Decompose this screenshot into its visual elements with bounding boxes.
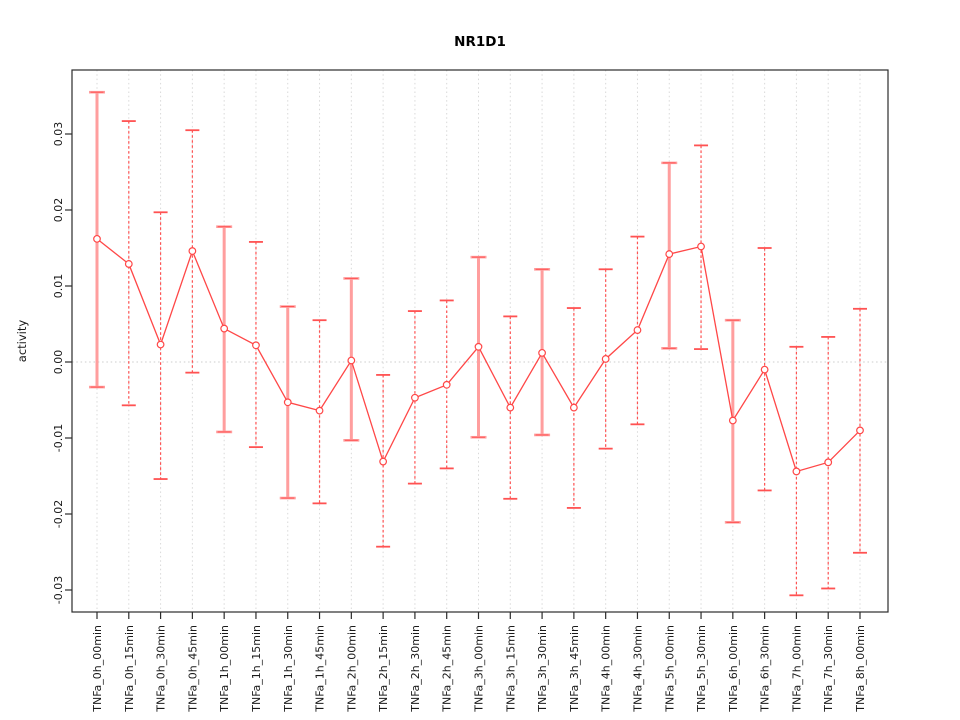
data-point xyxy=(601,355,610,363)
data-point xyxy=(538,348,546,357)
y-tick-label: 0.03 xyxy=(52,122,65,147)
data-point xyxy=(442,380,451,389)
x-tick-label: TNFa_4h_00min xyxy=(600,625,613,713)
x-tick-label: TNFa_1h_45min xyxy=(314,625,327,713)
x-tick-label: TNFa_2h_30min xyxy=(409,625,422,713)
data-point xyxy=(156,340,165,349)
data-point xyxy=(569,403,578,412)
x-tick-label: TNFa_4h_30min xyxy=(631,625,644,713)
data-point xyxy=(220,324,229,333)
data-point xyxy=(697,242,705,251)
x-tick-label: TNFa_6h_00min xyxy=(727,625,740,713)
y-tick-label: -0.01 xyxy=(52,424,65,452)
x-tick-label: TNFa_1h_15min xyxy=(250,625,263,713)
data-point xyxy=(347,356,356,365)
data-point xyxy=(474,342,483,351)
data-point xyxy=(315,406,324,415)
x-tick-label: TNFa_3h_30min xyxy=(536,625,549,713)
data-point xyxy=(93,234,101,243)
x-tick-label: TNFa_2h_45min xyxy=(441,625,454,713)
x-tick-label: TNFa_3h_45min xyxy=(568,625,581,713)
x-tick-label: TNFa_3h_00min xyxy=(473,625,486,713)
y-tick-label: 0.00 xyxy=(52,350,65,375)
data-point xyxy=(824,458,833,467)
x-tick-label: TNFa_1h_00min xyxy=(218,625,231,713)
plot-box xyxy=(71,69,889,613)
x-tick-label: TNFa_8h_00min xyxy=(854,625,867,713)
data-point xyxy=(411,393,419,402)
data-point xyxy=(856,426,864,435)
y-axis-label: activity xyxy=(15,320,29,363)
data-points-layer xyxy=(93,234,864,476)
data-point xyxy=(124,260,133,268)
data-point xyxy=(252,341,260,350)
x-tick-label: TNFa_2h_00min xyxy=(345,625,358,713)
x-tick-label: TNFa_5h_30min xyxy=(695,625,708,713)
x-tick-label: TNFa_5h_00min xyxy=(663,625,676,713)
chart-title: NR1D1 xyxy=(454,34,506,50)
x-tick-label: TNFa_3h_15min xyxy=(504,625,517,713)
x-tick-label: TNFa_7h_30min xyxy=(822,625,835,713)
x-tick-label: TNFa_0h_45min xyxy=(186,625,199,713)
y-tick-label: -0.02 xyxy=(52,500,65,528)
data-point xyxy=(283,398,292,407)
x-tick-label: TNFa_7h_00min xyxy=(790,625,803,713)
data-point xyxy=(379,457,388,466)
x-tick-label: TNFa_6h_30min xyxy=(759,625,772,713)
data-point xyxy=(506,403,515,412)
data-point xyxy=(760,365,769,374)
x-tick-label: TNFa_2h_15min xyxy=(377,625,390,713)
data-point xyxy=(728,416,737,425)
y-tick-label: -0.03 xyxy=(52,576,65,604)
data-point xyxy=(188,247,197,255)
data-point xyxy=(792,467,801,476)
x-tick-label: TNFa_0h_15min xyxy=(123,625,136,713)
y-tick-label: 0.02 xyxy=(52,198,65,223)
x-tick-label: TNFa_0h_30min xyxy=(155,625,168,713)
axes-layer: 0.03 0.02 0.01 0.00 -0.01 -0.02 -0.03 TNFa_0h_0… xyxy=(52,69,889,713)
x-tick-label: TNFa_0h_00min xyxy=(91,625,104,713)
x-tick-label: TNFa_1h_30min xyxy=(282,625,295,713)
data-point xyxy=(633,326,642,334)
data-point xyxy=(665,250,674,258)
y-tick-label: 0.01 xyxy=(52,274,65,299)
